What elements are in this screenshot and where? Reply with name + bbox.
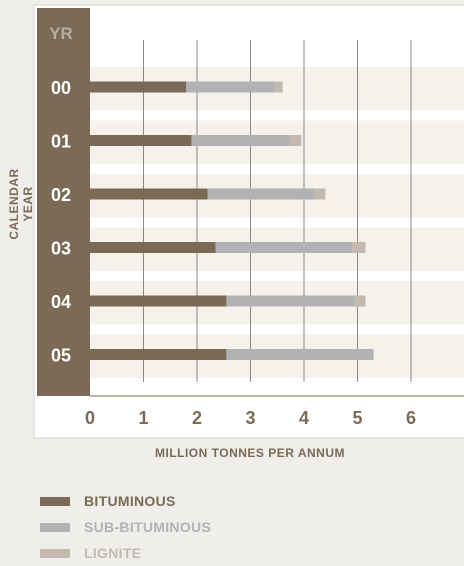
y-tick-label: 05 xyxy=(51,346,71,366)
x-tick-label: 2 xyxy=(192,408,202,428)
x-tick-label: 1 xyxy=(138,408,148,428)
x-tick-label: 3 xyxy=(245,408,255,428)
gridlines xyxy=(143,40,412,382)
legend: BITUMINOUS SUB-BITUMINOUS LIGNITE xyxy=(40,488,211,566)
year-column xyxy=(37,8,90,396)
legend-swatch xyxy=(40,548,70,558)
legend-swatch xyxy=(40,496,70,506)
legend-swatch xyxy=(40,522,70,532)
bar-segment xyxy=(352,242,366,253)
bar-segment xyxy=(215,242,353,253)
y-tick-label: 03 xyxy=(51,239,71,259)
bar-segment xyxy=(274,81,283,93)
y-tick-label: 00 xyxy=(51,78,71,98)
legend-label: LIGNITE xyxy=(84,545,142,561)
bar-segment xyxy=(90,242,216,253)
legend-label: BITUMINOUS xyxy=(84,493,176,509)
bar-segment xyxy=(191,135,291,146)
y-axis-title: CALENDAR YEAR xyxy=(7,168,35,240)
y-tick-label: 01 xyxy=(51,132,71,152)
bar-segment xyxy=(314,188,326,200)
bar-segment xyxy=(90,81,187,93)
bar-segment xyxy=(186,81,275,93)
legend-item: LIGNITE xyxy=(40,540,211,566)
y-tick-labels: 00 01 02 03 04 05 xyxy=(51,78,71,366)
bar-segment xyxy=(90,135,192,146)
y-tick-label: 02 xyxy=(51,185,71,205)
legend-label: SUB-BITUMINOUS xyxy=(84,519,212,535)
bar-segment xyxy=(90,295,227,307)
x-tick-label: 6 xyxy=(406,408,416,428)
legend-item: SUB-BITUMINOUS xyxy=(40,514,211,540)
legend-item: BITUMINOUS xyxy=(40,488,211,514)
corner-label: YR xyxy=(49,24,73,43)
bar-segment xyxy=(207,188,315,200)
bar-segment xyxy=(90,349,227,360)
y-tick-label: 04 xyxy=(51,292,71,312)
bar-segment xyxy=(290,135,302,146)
x-tick-label: 5 xyxy=(352,408,362,428)
bar-segment xyxy=(354,295,366,307)
x-axis-title: MILLION TONNES PER ANNUM xyxy=(154,446,345,460)
bar-segment xyxy=(90,188,208,200)
x-tick-labels: 0 1 2 3 4 5 6 xyxy=(85,408,416,428)
bar-marks xyxy=(90,81,374,360)
x-tick-label: 4 xyxy=(299,408,309,428)
bar-segment xyxy=(226,349,374,360)
x-tick-label: 0 xyxy=(85,408,95,428)
bar-segment xyxy=(226,295,355,307)
